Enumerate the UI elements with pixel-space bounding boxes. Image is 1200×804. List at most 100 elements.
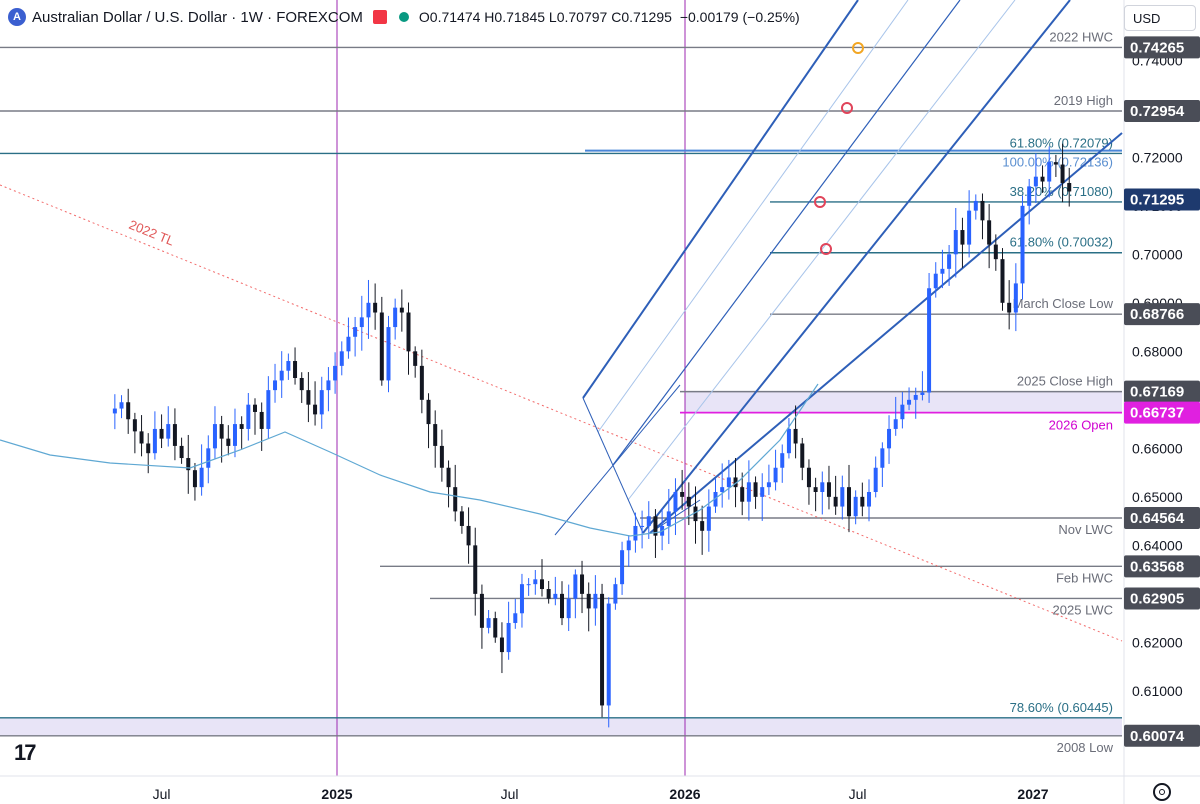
price-tag-bg-6	[1124, 303, 1200, 326]
price-tag-bg-1	[1124, 100, 1200, 122]
y-tick-label-6: 0.66000	[1132, 440, 1183, 456]
candle-body	[419, 365, 424, 400]
candle-body	[206, 448, 211, 468]
candle-body	[473, 545, 478, 594]
resistance-zone-2026	[685, 391, 1122, 413]
candle-body	[793, 428, 798, 444]
candle-body	[766, 482, 771, 488]
candle-body	[867, 491, 872, 507]
candle-body	[306, 390, 311, 405]
candle-body	[573, 574, 578, 599]
settings-gear-icon[interactable]	[1153, 783, 1171, 801]
candle-body	[192, 470, 197, 488]
candle-body	[693, 506, 698, 522]
candle-body	[486, 618, 491, 628]
candle-body	[199, 467, 204, 488]
currency-selector[interactable]: USD	[1124, 5, 1196, 31]
candle-body	[506, 622, 511, 653]
candle-body	[733, 477, 738, 488]
ohlc-values: O0.71474 H0.71845 L0.70797 C0.71295 −0.0…	[419, 9, 800, 25]
candle-body	[606, 603, 611, 706]
close-value: C0.71295	[611, 9, 672, 25]
candle-body	[560, 593, 565, 619]
candle-body	[1060, 164, 1065, 183]
change-value: −0.00179 (−0.25%)	[679, 9, 800, 25]
flag-icon[interactable]	[372, 10, 387, 24]
candle-body	[626, 540, 631, 551]
symbol-title[interactable]: Australian Dollar / U.S. Dollar · 1W · F…	[32, 8, 363, 26]
candle-body	[706, 506, 711, 531]
candle-body	[753, 482, 758, 497]
support-zone-2008	[0, 717, 1122, 736]
price-tag-7: 0.67169	[1130, 384, 1184, 401]
y-tick-label-2: 0.62000	[1132, 634, 1183, 650]
price-tag-bg-7	[1124, 380, 1200, 403]
candle-body	[273, 380, 278, 391]
target-marker-38-2	[814, 196, 826, 208]
candle-body	[1020, 205, 1025, 284]
level-label-1: 2019 High	[1054, 93, 1113, 108]
x-tick-label-2: Jul	[501, 786, 519, 802]
pitchfork-handle-b	[554, 384, 681, 536]
price-tag-0: 0.74265	[1130, 39, 1184, 56]
candle-body	[152, 428, 157, 454]
x-tick-label-3: 2026	[669, 786, 700, 802]
candle-body	[259, 411, 264, 429]
price-tag-bg-11	[1124, 587, 1200, 610]
candle-body	[1053, 162, 1058, 165]
candle-body	[713, 491, 718, 507]
candle-body	[186, 458, 191, 471]
candle-body	[139, 431, 144, 444]
price-tag-bg-8	[1124, 401, 1200, 424]
candle-body	[820, 482, 825, 492]
candle-body	[907, 399, 912, 405]
candle-body	[546, 589, 551, 599]
candle-body	[700, 521, 705, 531]
candle-body	[746, 482, 751, 502]
candle-body	[973, 200, 978, 211]
candle-body	[513, 613, 518, 623]
x-tick-label-5: 2027	[1017, 786, 1048, 802]
candle-body	[833, 496, 838, 507]
candle-body	[353, 327, 358, 337]
candle-body	[413, 351, 418, 366]
candle-body	[720, 487, 725, 492]
candle-body	[806, 467, 811, 488]
level-label-8: 2026 Open	[1049, 418, 1113, 433]
candle-body	[212, 424, 217, 449]
candle-body	[653, 516, 658, 536]
candle-body	[119, 402, 124, 409]
candle-body	[313, 404, 318, 415]
y-tick-label-8: 0.68000	[1132, 343, 1183, 359]
candle-body	[373, 302, 378, 313]
candle-body	[226, 438, 231, 446]
price-tag-bg-13	[1124, 724, 1200, 747]
candle-body	[459, 511, 464, 526]
candle-body	[887, 428, 892, 449]
candle-body	[880, 448, 885, 468]
candle-body	[146, 443, 151, 454]
candle-body	[399, 307, 404, 313]
candle-body	[219, 424, 224, 439]
candle-body	[346, 336, 351, 352]
level-label-2: 61.80% (0.72079)	[1010, 135, 1113, 150]
candle-body	[433, 424, 438, 446]
candle-body	[299, 377, 304, 391]
candle-body	[800, 443, 805, 468]
price-tag-9: 0.64564	[1130, 510, 1185, 527]
candle-body	[493, 618, 498, 638]
candle-body	[913, 394, 918, 400]
candle-body	[293, 361, 298, 378]
candle-body	[333, 365, 338, 381]
candle-body	[132, 419, 137, 432]
candle-body	[253, 404, 258, 412]
candle-body	[873, 467, 878, 492]
candle-body	[366, 302, 371, 318]
level-label-10: Feb HWC	[1056, 570, 1113, 585]
price-tag-1: 0.72954	[1130, 103, 1185, 120]
x-tick-label-0: Jul	[153, 786, 171, 802]
level-label-11: 2025 LWC	[1053, 602, 1113, 617]
candle-body	[159, 428, 164, 439]
candle-body	[326, 380, 331, 391]
